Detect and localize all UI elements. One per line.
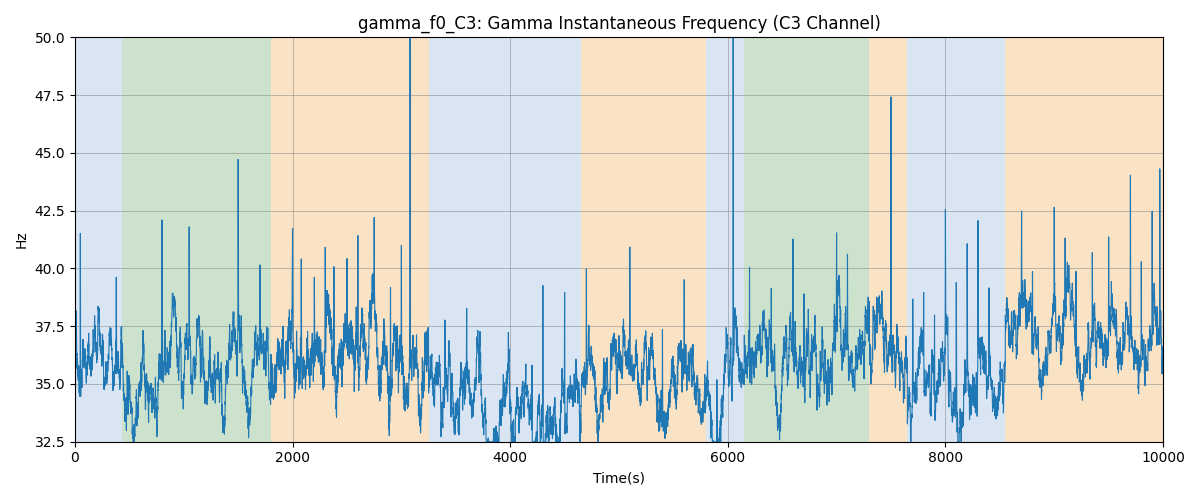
Bar [581, 38, 706, 442]
Title: gamma_f0_C3: Gamma Instantaneous Frequency (C3 Channel): gamma_f0_C3: Gamma Instantaneous Frequen… [358, 15, 881, 34]
Bar [271, 38, 428, 442]
Bar [907, 38, 1006, 442]
Bar [1006, 38, 1163, 442]
Bar [121, 38, 271, 442]
Bar [706, 38, 744, 442]
Bar [869, 38, 907, 442]
X-axis label: Time(s): Time(s) [593, 471, 644, 485]
Bar [744, 38, 869, 442]
Bar [74, 38, 121, 442]
Y-axis label: Hz: Hz [14, 230, 29, 248]
Bar [428, 38, 581, 442]
